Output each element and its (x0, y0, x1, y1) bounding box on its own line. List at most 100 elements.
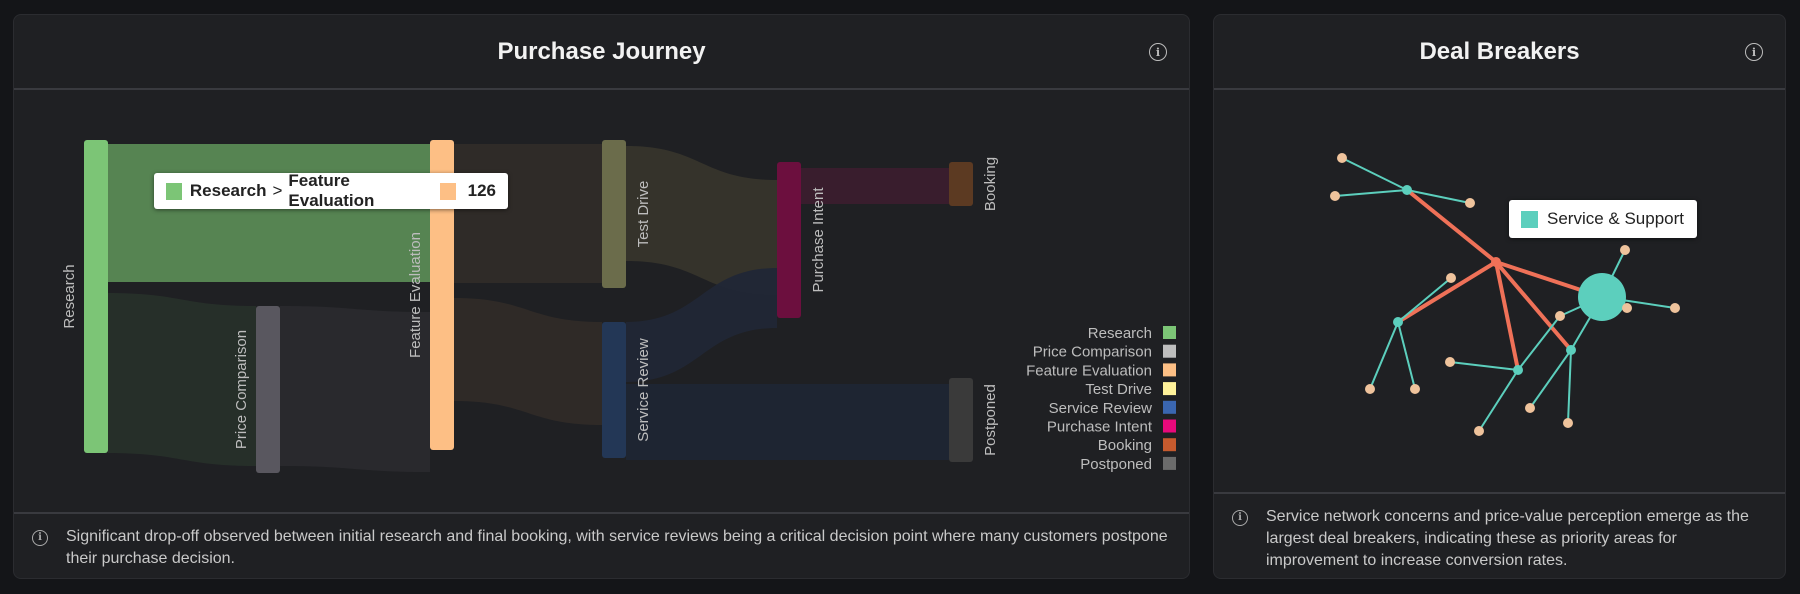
sankey-node-1[interactable] (256, 306, 280, 473)
network-node-l8[interactable] (1555, 311, 1565, 321)
tooltip-source-swatch (166, 182, 182, 200)
network-node-hubC[interactable] (1393, 317, 1403, 327)
legend-label-4: Service Review (1049, 400, 1153, 417)
sankey-node-label-6: Booking (982, 157, 999, 211)
network-node-l10[interactable] (1525, 403, 1535, 413)
sankey-link-0[interactable] (108, 144, 430, 282)
sankey-node-5[interactable] (777, 162, 801, 318)
network-node-big[interactable] (1578, 273, 1626, 321)
legend-swatch-3 (1163, 382, 1176, 396)
network-edge-9 (1369, 321, 1399, 390)
network-node-l6[interactable] (1410, 384, 1420, 394)
sankey-node-label-4: Service Review (635, 338, 652, 442)
deal-breakers-note: Service network concerns and price-value… (1266, 508, 1749, 569)
footer-info-icon (1232, 510, 1248, 526)
tooltip-source: Research (189, 181, 267, 200)
legend-swatch-1 (1163, 344, 1176, 358)
network-edge-2 (1406, 189, 1471, 204)
legend-swatch-2 (1163, 363, 1176, 377)
sankey-link-7[interactable] (626, 384, 949, 460)
sankey-node-7[interactable] (949, 378, 973, 462)
legend-swatch-7 (1163, 456, 1176, 470)
deal-breakers-header: Deal Breakers (1214, 15, 1785, 90)
info-icon[interactable] (1745, 43, 1763, 61)
sankey-node-2[interactable] (430, 140, 454, 450)
legend-swatch-4 (1163, 400, 1176, 414)
sankey-link-2[interactable] (280, 306, 430, 472)
sankey-node-6[interactable] (949, 162, 973, 206)
network-node-l7[interactable] (1445, 357, 1455, 367)
network-node-l3[interactable] (1465, 198, 1475, 208)
sankey-node-label-7: Postponed (982, 384, 999, 456)
network-node-l5[interactable] (1365, 384, 1375, 394)
network-edge-1 (1334, 189, 1408, 197)
sankey-node-3[interactable] (602, 140, 626, 288)
purchase-journey-title: Purchase Journey (497, 37, 706, 65)
sankey-node-label-2: Feature Evaluation (407, 232, 424, 358)
network-node-l4[interactable] (1446, 273, 1456, 283)
sankey-link-6[interactable] (626, 268, 777, 382)
network-edge-14 (1529, 349, 1572, 409)
purchase-journey-header: Purchase Journey (14, 15, 1189, 90)
tooltip-value: 126 (467, 181, 496, 200)
sankey-link-8[interactable] (801, 168, 949, 204)
network-edge-13 (1478, 369, 1519, 432)
network-node-hubA[interactable] (1402, 185, 1412, 195)
sankey-node-label-0: Research (61, 264, 78, 328)
tooltip-label: Service & Support (1547, 209, 1685, 228)
network-edge-8 (1397, 277, 1452, 323)
network-node-l2[interactable] (1330, 191, 1340, 201)
network-node-hubD[interactable] (1513, 365, 1523, 375)
network-edge-10 (1397, 321, 1416, 390)
network-node-hubE[interactable] (1566, 345, 1576, 355)
sankey-node-label-5: Purchase Intent (810, 187, 827, 293)
tooltip-separator: > (272, 181, 283, 200)
purchase-journey-footer: Significant drop-off observed between in… (14, 512, 1189, 578)
network-edge-11 (1449, 361, 1519, 371)
network-tooltip: Service & Support (1509, 200, 1697, 238)
legend-label-1: Price Comparison (1033, 344, 1152, 361)
network-edge-5 (1494, 261, 1520, 371)
legend-label-5: Purchase Intent (1047, 419, 1153, 436)
network-node-hubB[interactable] (1491, 257, 1501, 267)
tooltip-target: Feature Evaluation (288, 171, 375, 210)
network-edge-3 (1405, 188, 1498, 264)
sankey-node-4[interactable] (602, 322, 626, 458)
network-node-l9[interactable] (1474, 426, 1484, 436)
sankey-link-1[interactable] (108, 293, 256, 466)
legend-label-2: Feature Evaluation (1026, 362, 1152, 379)
network-node-l13[interactable] (1670, 303, 1680, 313)
network-node-l1[interactable] (1337, 153, 1347, 163)
network-edge-6 (1494, 260, 1573, 352)
purchase-journey-panel: Purchase Journey Research Price Compariso… (13, 14, 1190, 579)
network-edge-0 (1341, 157, 1408, 191)
info-icon[interactable] (1149, 43, 1167, 61)
deal-breakers-footer: Service network concerns and price-value… (1214, 492, 1785, 578)
deal-breakers-panel: Deal Breakers Service & Support Service … (1213, 14, 1786, 579)
legend-label-7: Postponed (1080, 456, 1152, 473)
legend-swatch-6 (1163, 438, 1176, 452)
footer-info-icon (32, 530, 48, 546)
sankey-link-5[interactable] (626, 146, 777, 295)
sankey-node-0[interactable] (84, 140, 108, 453)
network-node-l14[interactable] (1620, 245, 1630, 255)
legend-swatch-0 (1163, 326, 1176, 339)
sankey-link-4[interactable] (454, 298, 602, 425)
sankey-tooltip: Research > Feature Evaluation 126 (154, 171, 508, 210)
network-edge-4 (1396, 260, 1498, 324)
legend-label-6: Booking (1098, 437, 1152, 454)
sankey-node-label-3: Test Drive (635, 181, 652, 248)
network-edge-15 (1567, 349, 1572, 424)
network-edge-12 (1517, 315, 1561, 371)
sankey-node-label-1: Price Comparison (233, 330, 250, 449)
network-node-l11[interactable] (1563, 418, 1573, 428)
tooltip-swatch (1521, 210, 1538, 228)
legend-label-0: Research (1088, 325, 1152, 342)
deal-breakers-title: Deal Breakers (1419, 37, 1580, 65)
tooltip-target-swatch (439, 182, 456, 200)
legend-swatch-5 (1163, 419, 1176, 433)
network-node-l12[interactable] (1622, 303, 1632, 313)
legend-label-3: Test Drive (1085, 381, 1152, 398)
sankey-link-3[interactable] (454, 144, 602, 283)
